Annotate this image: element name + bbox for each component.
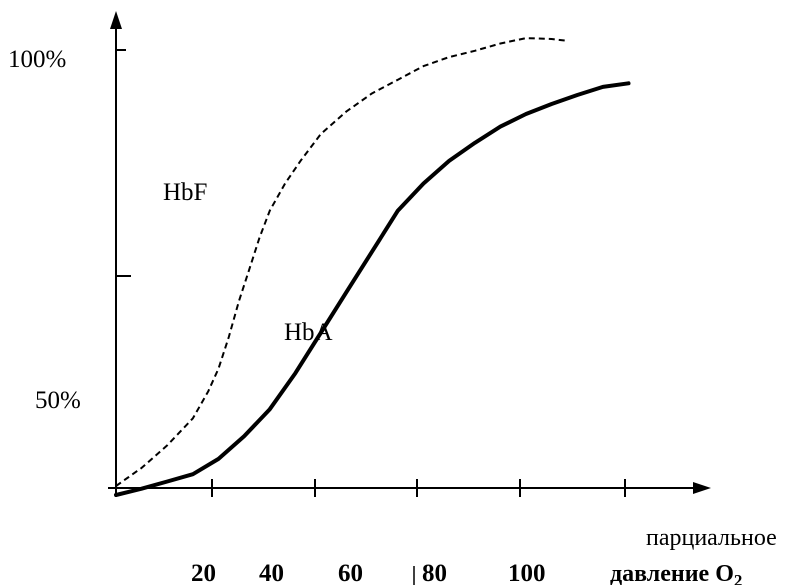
y-tick-label-50: 50%: [35, 387, 81, 414]
series-label-hba: HbA: [284, 319, 333, 346]
axes: [108, 11, 711, 585]
x-tick-label-80: 80: [422, 560, 447, 585]
x-axis-caption-line1: парциальное: [646, 525, 777, 551]
x-axis-caption-line2: давление O2: [610, 561, 742, 585]
x-tick-label-60: 60: [338, 560, 363, 585]
y-tick-label-100: 100%: [8, 46, 66, 73]
series-label-hbf: HbF: [163, 179, 207, 206]
x-tick-label-20: 20: [191, 560, 216, 585]
series-line-hbf: [115, 37, 568, 487]
x-axis-caption-subscript: 2: [734, 571, 743, 585]
curves: [114, 37, 631, 497]
x-tick-label-100: 100: [508, 560, 546, 585]
x-tick-label-40: 40: [259, 560, 284, 585]
x-axis-caption-main: давление O: [610, 561, 734, 585]
labels: 100% 50% HbF HbA 20 40 60 80 100 парциал…: [8, 46, 777, 585]
x-axis-arrow: [693, 482, 711, 494]
series-line-hba: [114, 81, 631, 497]
y-axis-arrow: [110, 11, 122, 29]
